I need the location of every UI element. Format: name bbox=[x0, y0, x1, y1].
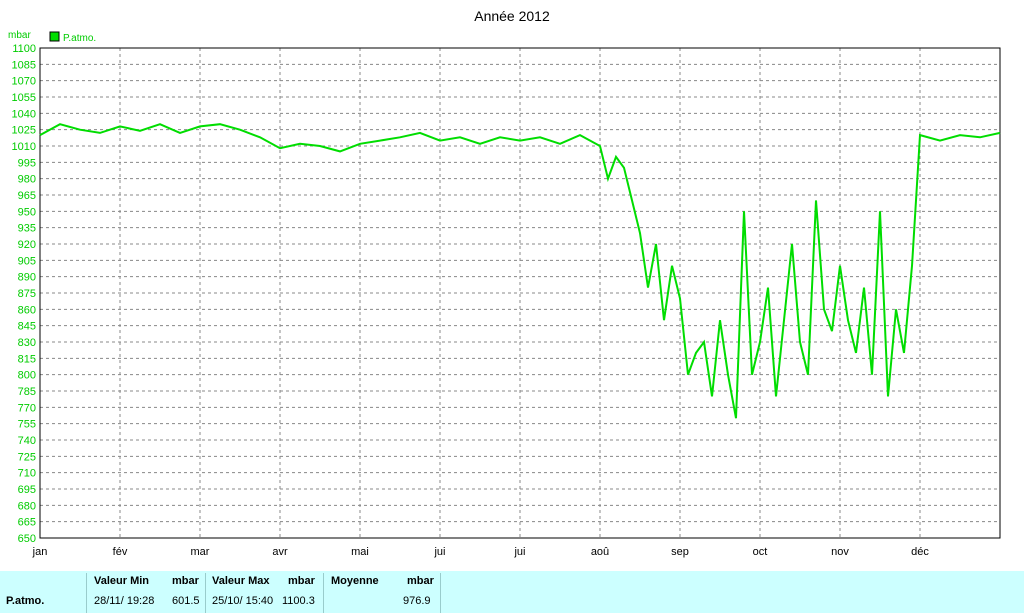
x-tick-label: jui bbox=[513, 546, 525, 558]
y-tick-label: 995 bbox=[18, 157, 36, 169]
y-tick-label: 665 bbox=[18, 517, 36, 529]
divider bbox=[205, 573, 206, 613]
y-tick-label: 1055 bbox=[12, 92, 36, 104]
divider bbox=[440, 573, 441, 613]
pressure-chart: Année 2012 mbar P.atmo. 1100 1085 1070 1055 104… bbox=[8, 8, 1001, 558]
legend-swatch bbox=[49, 31, 60, 42]
divider bbox=[86, 573, 87, 613]
y-tick-label: 815 bbox=[18, 353, 36, 365]
stats-series-label: P.atmo. bbox=[6, 595, 45, 607]
mean-label: Moyenne bbox=[331, 575, 379, 587]
y-tick-label: 740 bbox=[18, 435, 36, 447]
y-tick-label: 1040 bbox=[12, 108, 36, 120]
y-tick-label: 770 bbox=[18, 402, 36, 414]
legend-label: P.atmo. bbox=[63, 33, 96, 44]
y-tick-label: 755 bbox=[18, 419, 36, 431]
y-tick-label: 965 bbox=[18, 190, 36, 202]
y-tick-label: 1010 bbox=[12, 141, 36, 153]
x-tick-label: oct bbox=[753, 546, 768, 558]
y-axis-label: mbar bbox=[8, 30, 31, 41]
y-tick-label: 875 bbox=[18, 288, 36, 300]
x-tick-label: jan bbox=[32, 546, 48, 558]
x-tick-label: avr bbox=[272, 546, 288, 558]
x-tick-label: déc bbox=[911, 546, 929, 558]
y-tick-label: 1085 bbox=[12, 59, 36, 71]
series-line bbox=[39, 123, 1001, 419]
y-tick-label: 845 bbox=[18, 321, 36, 333]
min-date: 28/11/ 19:28 bbox=[94, 595, 155, 607]
max-label: Valeur Max bbox=[212, 575, 270, 587]
y-tick-label: 1070 bbox=[12, 76, 36, 88]
y-tick-label: 935 bbox=[18, 223, 36, 235]
chart-title: Année 2012 bbox=[474, 8, 550, 24]
mean-unit: mbar bbox=[407, 575, 434, 587]
x-tick-label: nov bbox=[831, 546, 849, 558]
max-unit: mbar bbox=[288, 575, 315, 587]
x-tick-label: jui bbox=[433, 546, 445, 558]
max-value: 1100.3 bbox=[282, 595, 315, 607]
y-tick-label: 725 bbox=[18, 451, 36, 463]
stats-panel: P.atmo. Valeur Min mbar 28/11/ 19:28 601… bbox=[0, 571, 1024, 613]
x-tick-label: aoû bbox=[591, 546, 609, 558]
divider bbox=[323, 573, 324, 613]
y-tick-label: 695 bbox=[18, 484, 36, 496]
x-tick-label: mar bbox=[191, 546, 210, 558]
plot-frame bbox=[39, 47, 1001, 539]
y-tick-label: 785 bbox=[18, 386, 36, 398]
y-tick-label: 710 bbox=[18, 468, 36, 480]
x-tick-label: mai bbox=[351, 546, 369, 558]
y-tick-label: 905 bbox=[18, 255, 36, 267]
y-tick-label: 950 bbox=[18, 206, 36, 218]
y-tick-label: 860 bbox=[18, 304, 36, 316]
min-unit: mbar bbox=[172, 575, 199, 587]
y-tick-label: 1100 bbox=[12, 43, 36, 55]
x-tick-label: fév bbox=[113, 546, 128, 558]
y-tick-label: 920 bbox=[18, 239, 36, 251]
y-tick-label: 1025 bbox=[12, 125, 36, 137]
y-tick-label: 800 bbox=[18, 370, 36, 382]
max-date: 25/10/ 15:40 bbox=[212, 595, 274, 607]
y-tick-label: 980 bbox=[18, 174, 36, 186]
x-tick-label: sep bbox=[671, 546, 689, 558]
y-tick-label: 680 bbox=[18, 500, 36, 512]
min-value: 601.5 bbox=[172, 595, 200, 607]
mean-value: 976.9 bbox=[403, 595, 431, 607]
y-tick-label: 890 bbox=[18, 272, 36, 284]
y-tick-label: 650 bbox=[18, 533, 36, 545]
y-tick-label: 830 bbox=[18, 337, 36, 349]
min-label: Valeur Min bbox=[94, 575, 150, 587]
